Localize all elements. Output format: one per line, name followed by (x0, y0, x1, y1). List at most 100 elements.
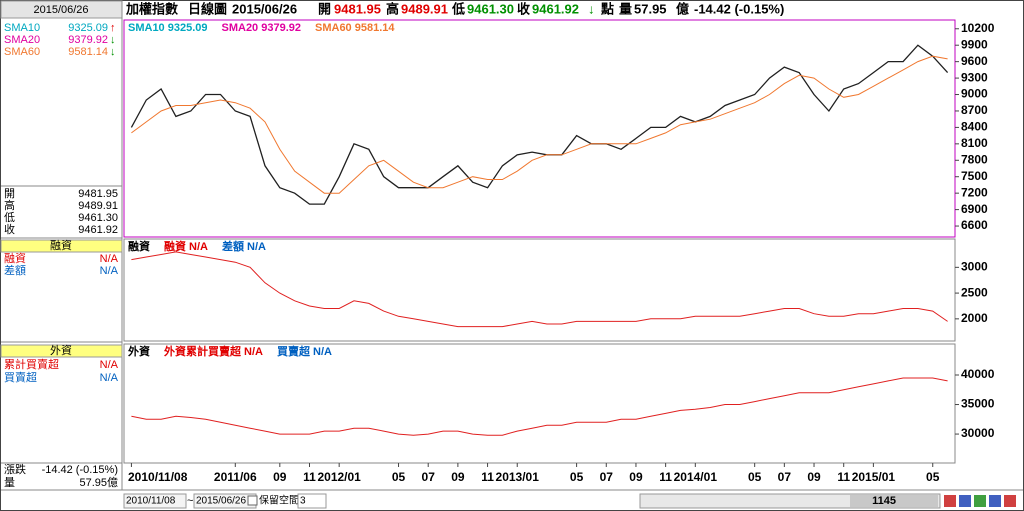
close-arrow: ↓ (588, 1, 595, 16)
high-label: 高 (386, 1, 399, 16)
side-date: 2015/06/26 (33, 4, 88, 16)
legend-entry: SMA20 9379.92 (222, 22, 302, 34)
volume-label: 量 (619, 1, 632, 16)
y-tick-label: 6600 (961, 218, 988, 232)
x-tick-label: 11 (837, 470, 850, 484)
y-tick-label: 7200 (961, 185, 988, 199)
legend-entry: 融資 N/A (164, 239, 208, 253)
foreign-header (0, 344, 123, 358)
reserve-checkbox[interactable] (247, 495, 258, 506)
x-tick-label: 07 (600, 470, 614, 484)
y-tick-label: 9000 (961, 87, 988, 101)
margin-value: N/A (100, 253, 119, 265)
reserve: 3 (300, 496, 306, 507)
x-tick-label: 2011/06 (214, 470, 257, 484)
start-date: 2010/11/08 (126, 496, 176, 507)
y-tick-label: 3000 (961, 260, 988, 274)
footer: 2010/11/08 ~ 2015/06/26 保留空間 3 1145 (1, 489, 1023, 509)
close: 9461.92 (532, 1, 579, 16)
margin-value: N/A (100, 265, 119, 277)
tool-button[interactable] (944, 495, 956, 507)
foreign-value: N/A (100, 372, 119, 384)
panel (123, 343, 956, 464)
change: -14.42 (-0.15%) (42, 464, 118, 476)
x-tick-label: 05 (570, 470, 584, 484)
x-tick-label: 07 (422, 470, 436, 484)
open: 9481.95 (334, 1, 381, 16)
margin-header (0, 239, 123, 253)
y-tick-label: 40000 (961, 367, 995, 381)
y-tick-label: 9600 (961, 54, 988, 68)
tool-button[interactable] (959, 495, 971, 507)
panel (123, 238, 956, 342)
title: 加權指數 (125, 1, 178, 16)
volume-unit: 億 (676, 1, 689, 16)
volume-label: 量 (4, 476, 15, 489)
series-line (130, 44, 949, 205)
y-tick-label: 35000 (961, 397, 995, 411)
y-tick-label: 9900 (961, 37, 988, 51)
tool-button[interactable] (989, 495, 1001, 507)
y-tick-label: 9300 (961, 70, 988, 84)
reserve-input[interactable] (297, 493, 327, 509)
x-tick-label: 2014/01 (674, 470, 718, 484)
tool-button[interactable] (974, 495, 986, 507)
y-tick-label: 8400 (961, 120, 988, 134)
sma-arrow: ↓ (110, 34, 116, 46)
tool-button[interactable] (1004, 495, 1016, 507)
ohlc-value: 9461.92 (78, 224, 118, 236)
x-tick-label: 07 (778, 470, 792, 484)
margin-title: 融資 (50, 239, 72, 252)
x-tick-label: 05 (392, 470, 406, 484)
margin-label: 差額 (4, 263, 26, 277)
legend-entry: SMA10 9325.09 (128, 22, 208, 34)
y-tick-label: 8100 (961, 136, 988, 150)
y-tick-label: 7500 (961, 169, 988, 183)
sma-value: 9379.92 (68, 34, 108, 46)
x-tick-label: 2015/01 (852, 470, 896, 484)
ohlc-label: 高 (4, 198, 15, 212)
legend-entry: 外資 (127, 344, 150, 358)
x-tick-label: 09 (807, 470, 821, 484)
side-panel: 2015/06/26 SMA10 9325.09 ↑ SMA20 9379.92… (0, 0, 123, 490)
open-label: 開 (318, 1, 331, 16)
volume: 57.95 (634, 1, 667, 16)
legend-entry: SMA60 9581.14 (315, 22, 395, 34)
y-tick-label: 2000 (961, 311, 988, 325)
x-tick-label: 2010/11/08 (128, 470, 188, 484)
x-tick-label: 11 (481, 470, 494, 484)
x-tick-label: 05 (926, 470, 940, 484)
foreign-label: 買賣超 (4, 370, 37, 384)
end-date: 2015/06/26 (196, 496, 246, 507)
series-line (131, 377, 948, 436)
sma-name: SMA10 (4, 22, 40, 34)
x-tick-label: 09 (629, 470, 643, 484)
x-tick-label: 11 (303, 470, 316, 484)
legend-entry: 買賣超 N/A (277, 344, 332, 358)
x-tick-label: 11 (659, 470, 672, 484)
ohlc-label: 收 (4, 222, 15, 236)
y-tick-label: 2500 (961, 285, 988, 299)
panel (123, 19, 956, 238)
foreign-title: 外資 (50, 344, 72, 357)
ohlc-label: 開 (4, 187, 15, 200)
start-input[interactable] (123, 493, 187, 509)
sma-value: 9325.09 (68, 22, 108, 34)
close-label: 收 (517, 1, 531, 16)
scroll-thumb[interactable] (850, 495, 938, 507)
series-line (131, 251, 948, 328)
legend-entry: 外資累計買賣超 N/A (163, 344, 263, 358)
change: -14.42 (-0.15%) (694, 1, 784, 16)
sma-name: SMA20 (4, 34, 40, 46)
sma-arrow: ↓ (110, 46, 116, 58)
change-label: 漲跌 (4, 462, 26, 476)
header: 加權指數 日線圖 2015/06/26 開 9481.95 高 9489.91 … (125, 1, 784, 16)
legend-entry: 差額 N/A (222, 239, 266, 253)
ohlc-value: 9481.95 (78, 188, 118, 200)
sma-value: 9581.14 (68, 46, 108, 58)
ohlc-value: 9489.91 (78, 200, 118, 212)
reserve-label: 保留空間 (259, 494, 299, 507)
sma-arrow: ↑ (110, 22, 116, 34)
